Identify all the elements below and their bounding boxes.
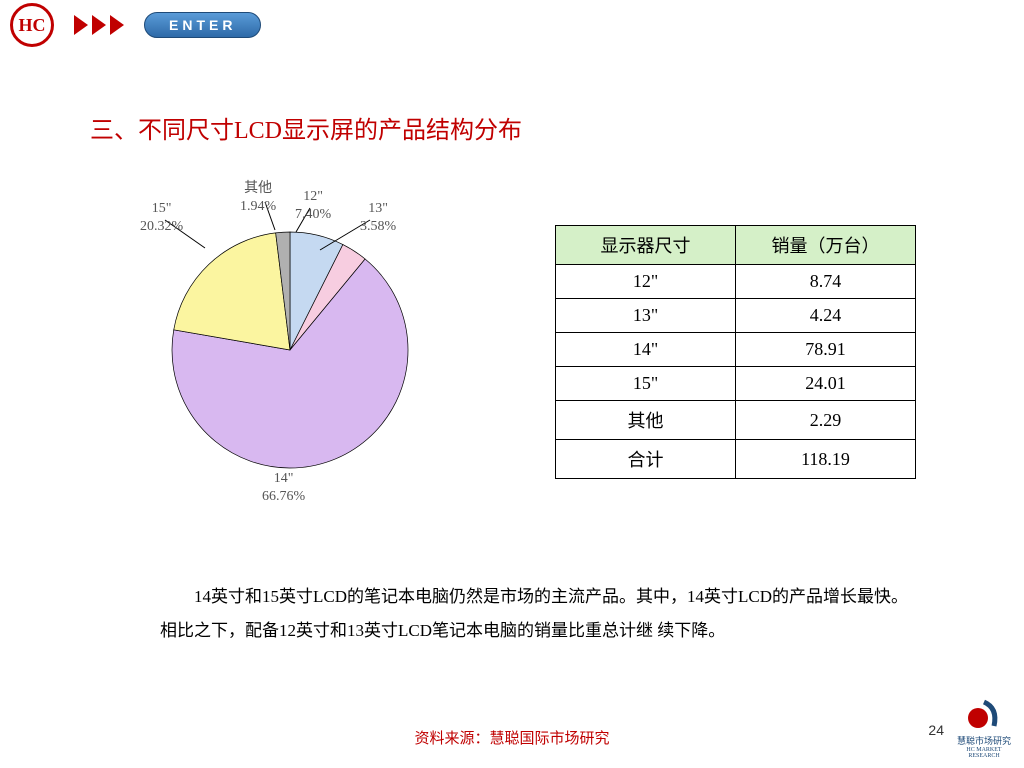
table-cell-value: 4.24 (736, 299, 916, 333)
table-header-sales: 销量（万台） (736, 226, 916, 265)
table-row: 14"78.91 (556, 333, 916, 367)
table-cell-size: 13" (556, 299, 736, 333)
pie-chart: 15" 20.32% 其他 1.94% 12" 7.40% 13" 3.58% … (110, 180, 490, 500)
page-title: 三、不同尺寸LCD显示屏的产品结构分布 (90, 110, 522, 145)
lcd-sales-table: 显示器尺寸 销量（万台） 12"8.7413"4.2414"78.9115"24… (555, 225, 916, 479)
footer-source: 资料来源：慧聪国际市场研究 (0, 727, 1024, 748)
table-cell-value: 24.01 (736, 367, 916, 401)
pie-label-name: 15" (152, 201, 172, 216)
table-cell-size: 14" (556, 333, 736, 367)
table-row: 13"4.24 (556, 299, 916, 333)
table-row: 12"8.74 (556, 265, 916, 299)
pie-label-pct: 7.40% (295, 207, 331, 222)
table-cell-size: 12" (556, 265, 736, 299)
pie-label-name: 14" (274, 471, 294, 486)
footer-brand-cn: 慧聪市场研究 (954, 734, 1014, 747)
pie-label-pct: 1.94% (240, 199, 276, 214)
table-cell-size: 合计 (556, 440, 736, 479)
pie-slice (174, 233, 290, 350)
arrow-decor (74, 15, 124, 35)
table-row: 15"24.01 (556, 367, 916, 401)
arrow-icon (110, 15, 124, 35)
footer-brand-en: HC MARKET RESEARCH (954, 747, 1014, 759)
hc-logo: HC (10, 3, 54, 47)
pie-label-name: 12" (303, 189, 323, 204)
pie-label-15: 15" 20.32% (140, 200, 183, 236)
pie-label-pct: 66.76% (262, 489, 305, 504)
pie-svg (170, 230, 410, 470)
arrow-icon (92, 15, 106, 35)
table-cell-size: 15" (556, 367, 736, 401)
enter-badge: ENTER (144, 12, 261, 38)
pie-label-14: 14" 66.76% (262, 470, 305, 506)
hc-logo-text: HC (19, 15, 46, 36)
table-header-row: 显示器尺寸 销量（万台） (556, 226, 916, 265)
table-header-size: 显示器尺寸 (556, 226, 736, 265)
slide-header: HC ENTER (0, 0, 1024, 50)
table-cell-value: 78.91 (736, 333, 916, 367)
analysis-paragraph: 14英寸和15英寸LCD的笔记本电脑仍然是市场的主流产品。其中，14英寸LCD的… (160, 580, 920, 648)
pie-label-name: 13" (368, 201, 388, 216)
arrow-icon (74, 15, 88, 35)
table-cell-value: 8.74 (736, 265, 916, 299)
pie-label-name: 其他 (244, 181, 272, 196)
pie-label-pct: 20.32% (140, 219, 183, 234)
table-row: 其他2.29 (556, 401, 916, 440)
pie-label-13: 13" 3.58% (360, 200, 396, 236)
pie-label-other: 其他 1.94% (240, 180, 276, 216)
table-cell-size: 其他 (556, 401, 736, 440)
table-cell-value: 2.29 (736, 401, 916, 440)
pie-label-12: 12" 7.40% (295, 188, 331, 224)
page-number: 24 (928, 722, 944, 738)
pie-label-pct: 3.58% (360, 219, 396, 234)
footer-logo: 慧聪市场研究 HC MARKET RESEARCH (954, 698, 1014, 758)
table-row: 合计118.19 (556, 440, 916, 479)
table-cell-value: 118.19 (736, 440, 916, 479)
